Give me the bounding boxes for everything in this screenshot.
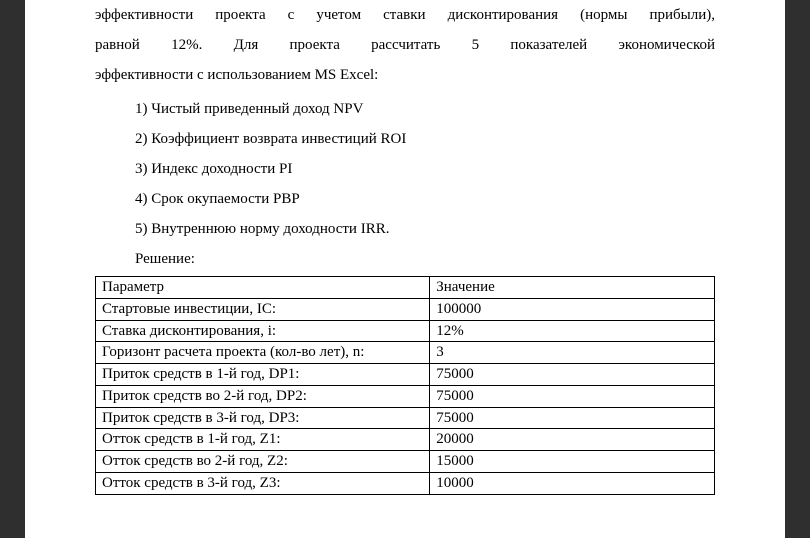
table-header-param: Параметр bbox=[96, 277, 430, 299]
table-cell-param: Приток средств во 2-й год, DP2: bbox=[96, 385, 430, 407]
table-cell-param: Приток средств в 1-й год, DP1: bbox=[96, 364, 430, 386]
document-page: эффективности проекта с учетом ставки ди… bbox=[25, 0, 785, 538]
table-cell-value: 10000 bbox=[430, 472, 715, 494]
list-item-3: 3) Индекс доходности PI bbox=[95, 154, 715, 184]
table-cell-value: 75000 bbox=[430, 407, 715, 429]
table-header-value: Значение bbox=[430, 277, 715, 299]
list-item-4: 4) Срок окупаемости PBP bbox=[95, 184, 715, 214]
solution-heading: Решение: bbox=[95, 244, 715, 274]
table-row: Стартовые инвестиции, IC: 100000 bbox=[96, 298, 715, 320]
table-row: Горизонт расчета проекта (кол-во лет), n… bbox=[96, 342, 715, 364]
list-item-1: 1) Чистый приведенный доход NPV bbox=[95, 94, 715, 124]
intro-paragraph-line1: эффективности проекта с учетом ставки ди… bbox=[95, 0, 715, 30]
table-cell-value: 100000 bbox=[430, 298, 715, 320]
table-cell-value: 75000 bbox=[430, 385, 715, 407]
table-row: Ставка дисконтирования, i: 12% bbox=[96, 320, 715, 342]
table-cell-param: Ставка дисконтирования, i: bbox=[96, 320, 430, 342]
table-cell-param: Отток средств в 1-й год, Z1: bbox=[96, 429, 430, 451]
table-cell-value: 12% bbox=[430, 320, 715, 342]
table-cell-value: 75000 bbox=[430, 364, 715, 386]
table-cell-value: 20000 bbox=[430, 429, 715, 451]
table-row: Приток средств во 2-й год, DP2: 75000 bbox=[96, 385, 715, 407]
list-item-2: 2) Коэффициент возврата инвестиций ROI bbox=[95, 124, 715, 154]
table-row: Отток средств в 3-й год, Z3: 10000 bbox=[96, 472, 715, 494]
table-cell-param: Отток средств в 3-й год, Z3: bbox=[96, 472, 430, 494]
parameters-table: Параметр Значение Стартовые инвестиции, … bbox=[95, 276, 715, 495]
table-cell-param: Приток средств в 3-й год, DP3: bbox=[96, 407, 430, 429]
table-row: Приток средств в 3-й год, DP3: 75000 bbox=[96, 407, 715, 429]
intro-paragraph-line3: эффективности с использованием MS Excel: bbox=[95, 60, 715, 90]
table-row: Отток средств в 1-й год, Z1: 20000 bbox=[96, 429, 715, 451]
table-cell-param: Горизонт расчета проекта (кол-во лет), n… bbox=[96, 342, 430, 364]
list-item-5: 5) Внутреннюю норму доходности IRR. bbox=[95, 214, 715, 244]
table-row: Отток средств во 2-й год, Z2: 15000 bbox=[96, 451, 715, 473]
table-cell-value: 15000 bbox=[430, 451, 715, 473]
table-cell-value: 3 bbox=[430, 342, 715, 364]
table-header-row: Параметр Значение bbox=[96, 277, 715, 299]
table-cell-param: Отток средств во 2-й год, Z2: bbox=[96, 451, 430, 473]
table-row: Приток средств в 1-й год, DP1: 75000 bbox=[96, 364, 715, 386]
table-cell-param: Стартовые инвестиции, IC: bbox=[96, 298, 430, 320]
intro-paragraph-line2: равной 12%. Для проекта рассчитать 5 пок… bbox=[95, 30, 715, 60]
